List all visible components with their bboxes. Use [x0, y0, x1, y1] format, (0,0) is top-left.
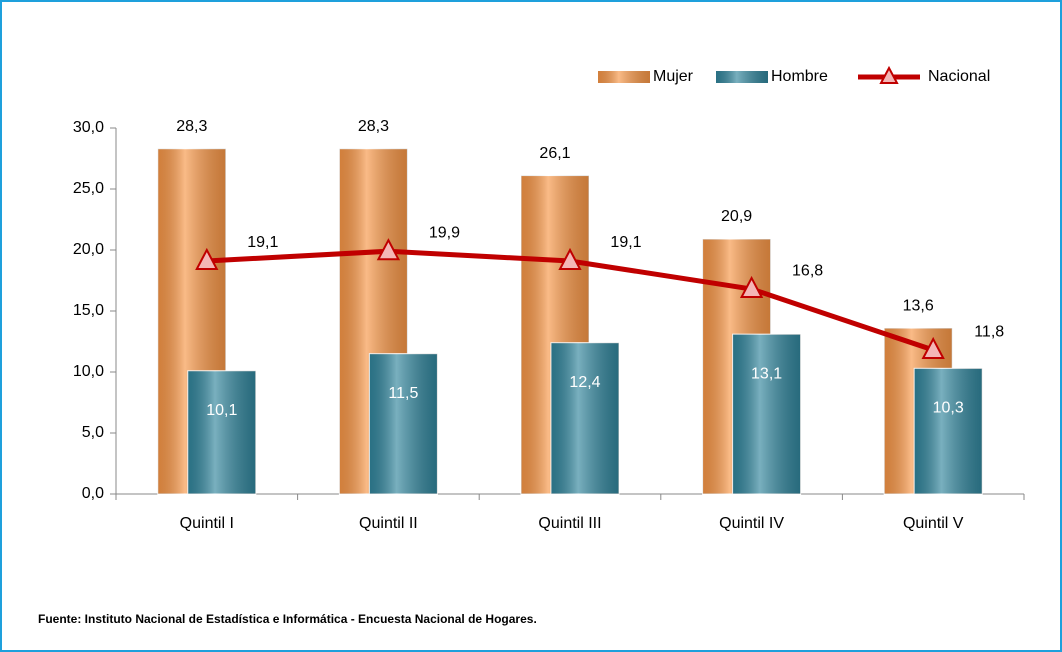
marker — [739, 275, 764, 299]
value-label: 10,3 — [933, 400, 964, 417]
x-tick-label: Quintil I — [180, 515, 234, 532]
bar-shine — [187, 370, 256, 494]
legend-marker — [879, 65, 899, 84]
y-tick-label: 0,0 — [82, 485, 104, 502]
legend-label: Nacional — [928, 68, 990, 85]
y-tick-label: 10,0 — [73, 363, 104, 380]
value-label: 12,4 — [569, 374, 600, 391]
bar-shine — [914, 368, 983, 494]
value-label: 10,1 — [206, 402, 237, 419]
y-tick-label: 30,0 — [73, 119, 104, 136]
legend-label: Mujer — [653, 68, 694, 85]
value-label: 11,8 — [974, 323, 1004, 340]
bar-shine — [551, 342, 619, 494]
marker — [558, 247, 582, 270]
x-tick-label: Quintil V — [903, 515, 964, 532]
value-label: 28,3 — [176, 118, 207, 135]
value-label: 19,1 — [247, 234, 278, 251]
marker — [921, 336, 945, 360]
y-tick-label: 15,0 — [73, 302, 104, 319]
x-tick-label: Quintil III — [538, 515, 601, 532]
value-label: 26,1 — [539, 145, 570, 162]
value-label: 11,5 — [388, 385, 418, 402]
value-label: 16,8 — [792, 262, 823, 279]
source: Fuente: Instituto Nacional de Estadístic… — [38, 612, 537, 626]
bar-shine — [369, 353, 438, 494]
y-tick-label: 20,0 — [73, 241, 104, 258]
y-tick-label: 5,0 — [82, 424, 104, 441]
marker — [376, 238, 401, 261]
y-tick-label: 25,0 — [73, 180, 104, 197]
value-label: 28,3 — [358, 118, 389, 135]
bar-shine — [732, 334, 801, 494]
value-label: 19,1 — [610, 234, 641, 251]
legend-swatch-shine — [716, 71, 768, 83]
x-tick-label: Quintil II — [359, 515, 418, 532]
value-label: 13,6 — [903, 297, 934, 314]
x-tick-label: Quintil IV — [719, 515, 784, 532]
value-label: 20,9 — [721, 208, 752, 225]
legend-swatch-shine — [598, 71, 650, 83]
marker — [195, 247, 219, 270]
value-label: 13,1 — [751, 365, 782, 382]
value-label: 19,9 — [429, 224, 460, 241]
legend-label: Hombre — [771, 68, 828, 85]
